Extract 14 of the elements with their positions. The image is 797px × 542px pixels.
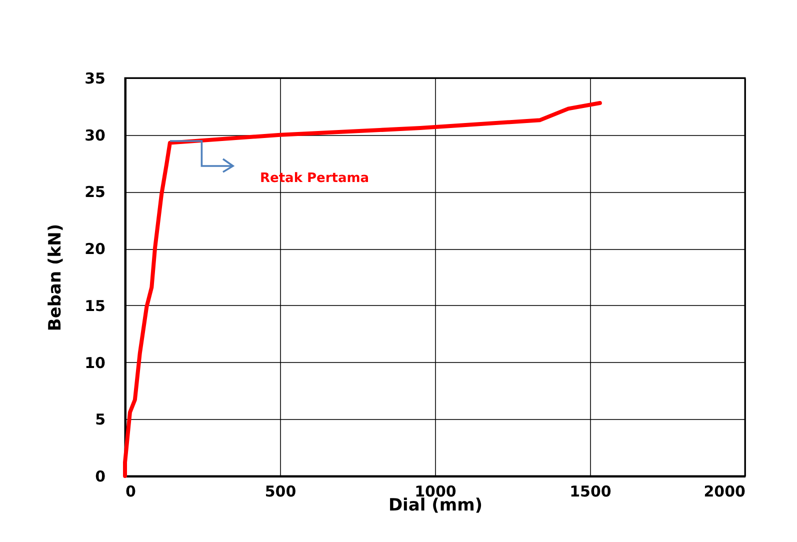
y-tick-label: 0: [95, 468, 106, 486]
y-tick-label: 15: [84, 296, 106, 315]
y-tick-label: 5: [95, 410, 106, 429]
y-tick-label: 25: [84, 183, 106, 202]
y-axis-title: Beban (kN): [46, 224, 66, 332]
y-tick-label: 30: [84, 126, 106, 144]
y-tick-label: 10: [84, 354, 106, 372]
y-tick-label: 20: [84, 240, 106, 258]
x-tick-label: 500: [264, 482, 296, 500]
x-tick-label: 0: [126, 482, 136, 500]
x-tick-label: 2000: [704, 482, 746, 500]
y-tick-label: 35: [84, 70, 106, 88]
x-tick-label: 1500: [570, 482, 612, 500]
line-series: [123, 101, 602, 478]
